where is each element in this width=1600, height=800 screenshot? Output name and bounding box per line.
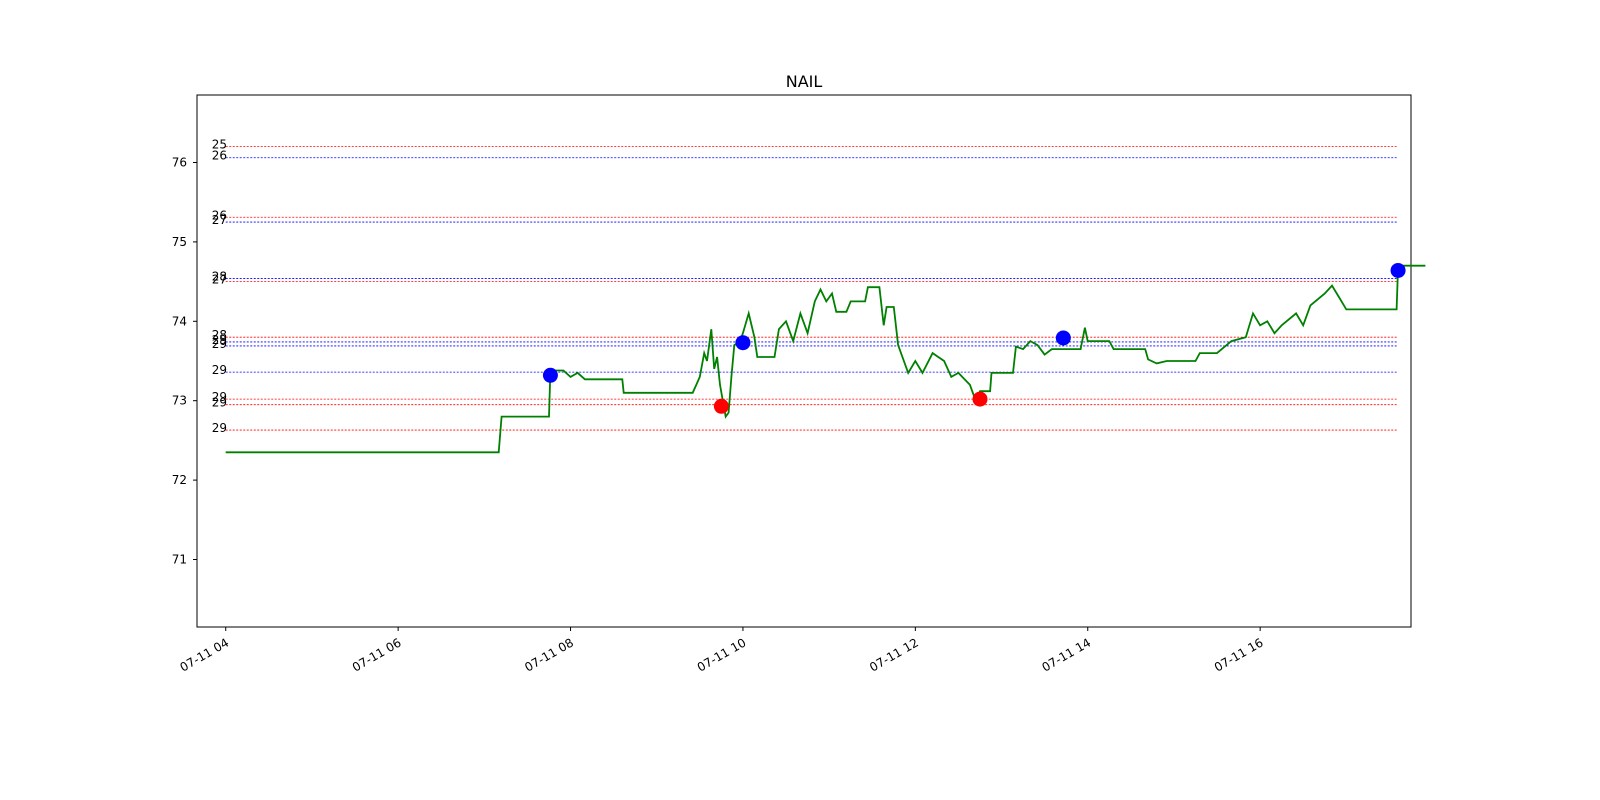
level-label: 29 (212, 421, 227, 435)
price-series-line (225, 264, 1426, 454)
level-label: 28 (212, 328, 227, 342)
signal-markers (542, 262, 1406, 414)
level-label: 29 (212, 390, 227, 404)
sell-marker (713, 398, 729, 414)
level-label: 29 (212, 363, 227, 377)
level-label: 27 (212, 273, 227, 287)
y-tick-label: 73 (172, 394, 187, 408)
y-axis: 71 72 73 74 75 76 (172, 155, 197, 567)
price-line (225, 264, 1426, 454)
y-tick-label: 76 (172, 155, 187, 169)
chart-title: NAIL (786, 72, 823, 91)
y-tick-label: 75 (172, 235, 187, 249)
level-label: 26 (212, 208, 227, 222)
level-label: 29 (212, 333, 227, 347)
buy-marker (1055, 330, 1071, 346)
buy-marker (542, 367, 558, 383)
buy-marker (735, 335, 751, 351)
y-tick-label: 74 (172, 314, 187, 328)
buy-marker (1390, 262, 1406, 278)
level-label: 29 (212, 396, 227, 410)
level-label: 27 (212, 213, 227, 227)
level-label: 29 (212, 337, 227, 351)
level-label: 28 (212, 269, 227, 283)
y-tick-label: 72 (172, 473, 187, 487)
plot-frame (196, 94, 1412, 628)
sell-marker (972, 391, 988, 407)
y-tick-label: 71 (172, 553, 187, 567)
level-label: 26 (212, 149, 227, 163)
level-label: 25 (212, 138, 227, 152)
